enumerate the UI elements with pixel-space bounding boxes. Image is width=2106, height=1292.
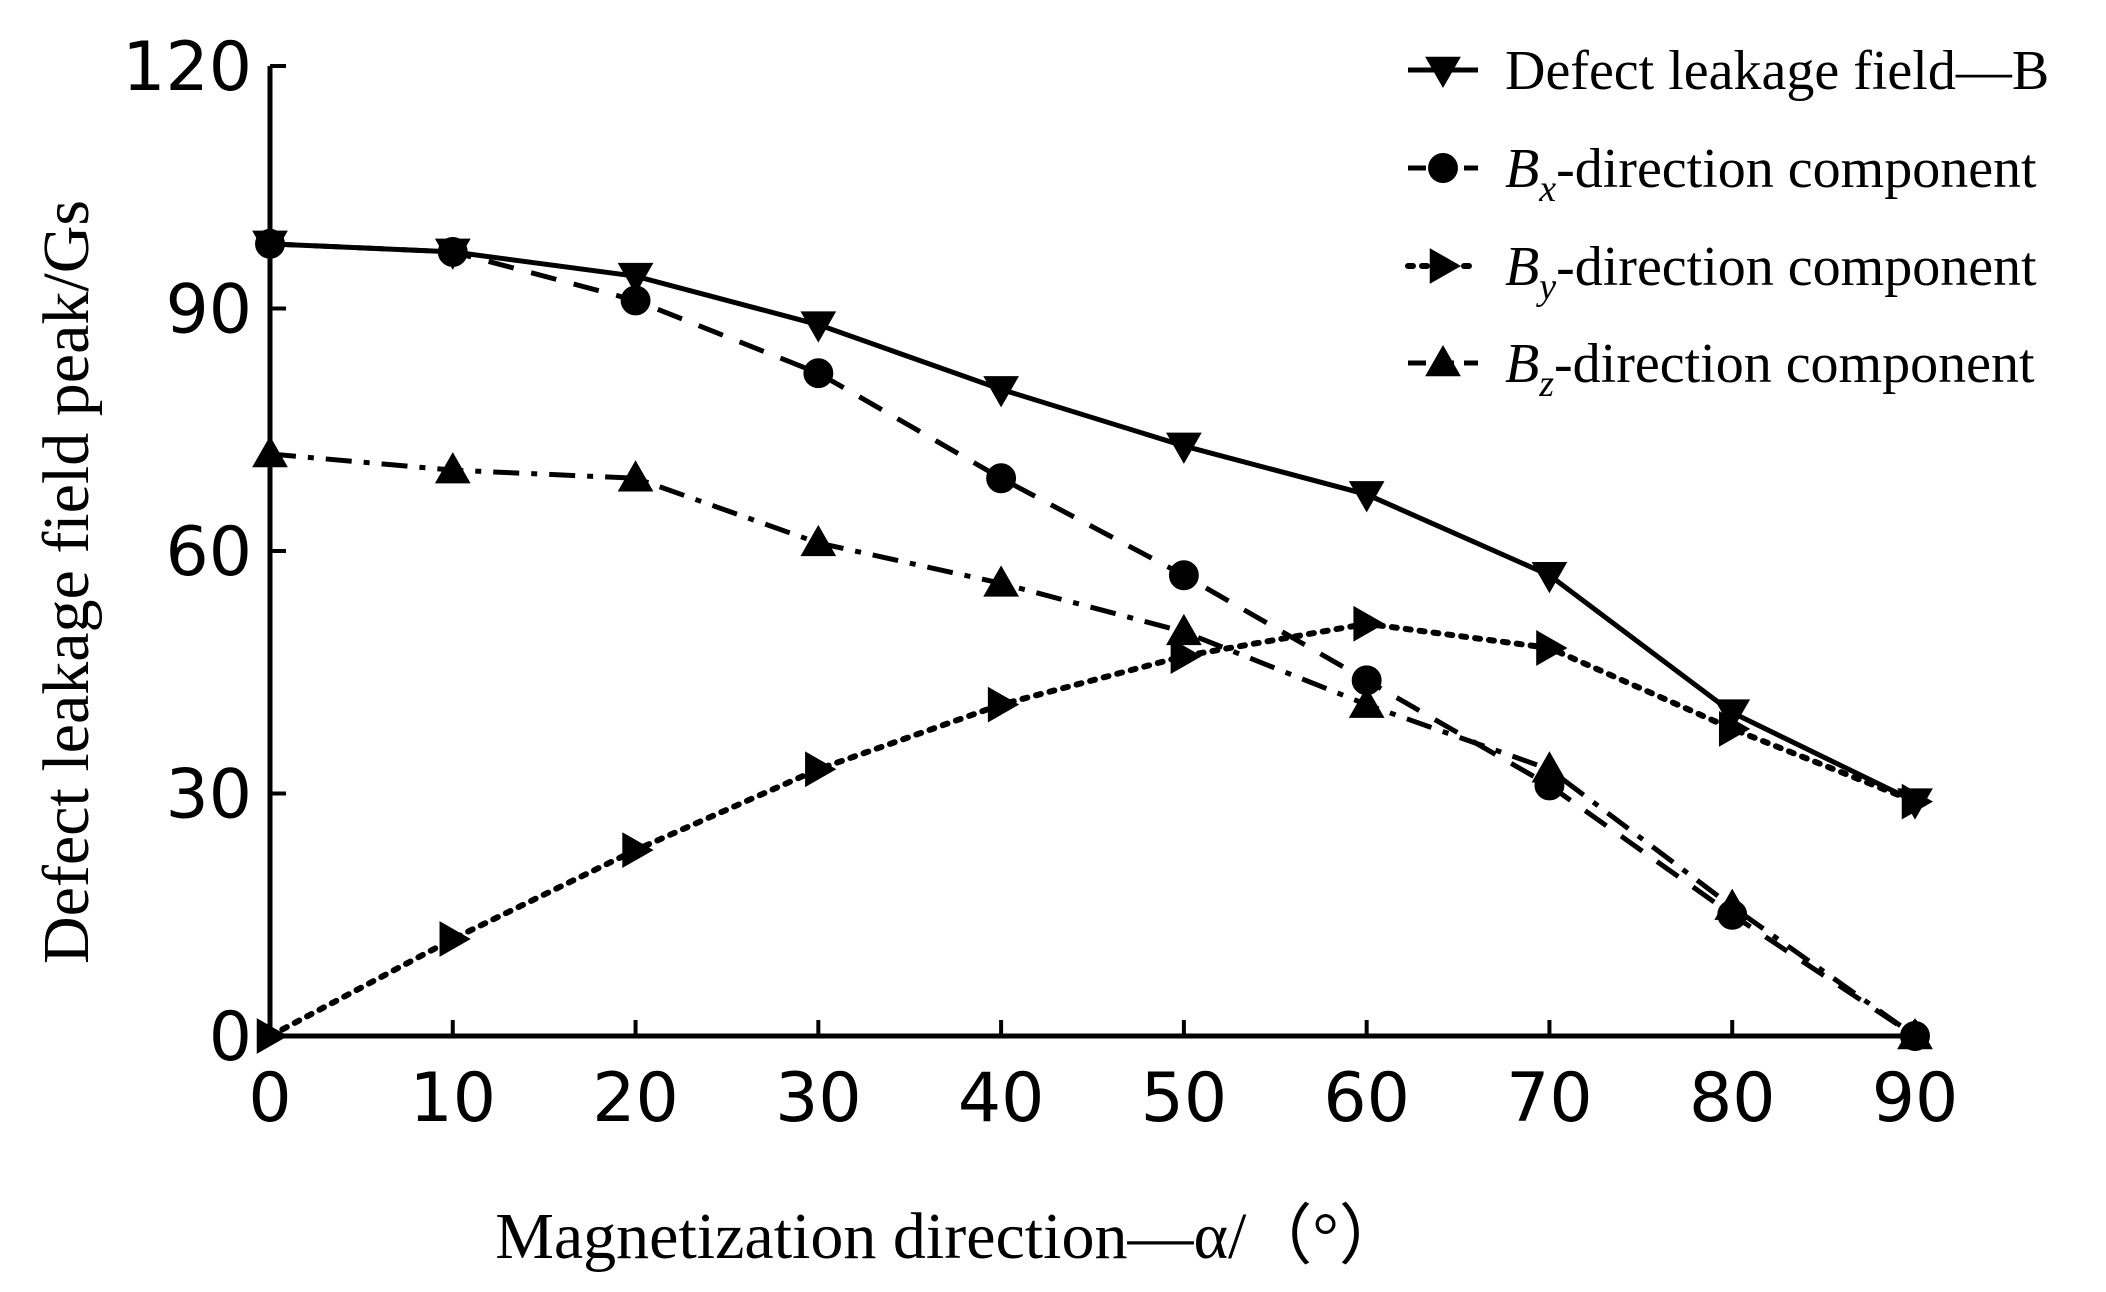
- data-point: [803, 358, 834, 389]
- series-2: [256, 605, 1934, 1054]
- legend: Defect leakage field—BBx-direction compo…: [1405, 40, 2049, 405]
- legend-label-rest: -direction component: [1556, 236, 2037, 298]
- legend-label: By-direction component: [1505, 236, 2037, 308]
- series-line: [269, 451, 1917, 1039]
- legend-item: Defect leakage field—B: [1408, 40, 2049, 102]
- data-point: [1168, 560, 1199, 591]
- legend-label-main: B: [1505, 236, 1539, 298]
- data-point: [983, 565, 1019, 597]
- series-layer: [252, 228, 1934, 1054]
- y-tick-label: 0: [209, 998, 252, 1077]
- y-axis-title: Defect leakage field peak/Gs: [30, 200, 103, 964]
- y-tick-label: 120: [122, 28, 252, 107]
- data-point: [617, 262, 654, 295]
- data-point: [1166, 613, 1202, 646]
- legend-marker: [1429, 248, 1462, 284]
- legend-label-rest: -direction component: [1556, 138, 2037, 200]
- series-line: [269, 241, 1917, 804]
- x-tick-label: 70: [1506, 1059, 1593, 1138]
- legend-label-main: B: [1505, 333, 1539, 395]
- y-tick-label: 60: [165, 513, 252, 592]
- y-tick-label: 30: [165, 756, 252, 835]
- data-point: [986, 463, 1017, 494]
- data-point: [1531, 751, 1568, 783]
- data-point: [622, 832, 654, 868]
- data-point: [1353, 605, 1385, 642]
- x-axis-title: Magnetization direction—α/（°）: [495, 1200, 1405, 1273]
- data-point: [434, 452, 471, 484]
- axes: [267, 66, 1915, 1039]
- x-tick-label: 90: [1872, 1059, 1959, 1138]
- data-point: [437, 236, 468, 267]
- data-point: [805, 751, 837, 788]
- data-point: [620, 285, 651, 316]
- x-tick-label: 50: [1141, 1059, 1228, 1138]
- y-tick-label: 90: [165, 271, 252, 350]
- data-point: [252, 435, 288, 468]
- legend-marker: [1425, 344, 1461, 377]
- legend-label-subscript: y: [1535, 266, 1556, 308]
- x-ticks: 0 10 20 30 40 50 60 70 80 90: [248, 1020, 1958, 1138]
- data-point: [617, 460, 654, 492]
- x-tick-label: 20: [592, 1059, 679, 1138]
- data-point: [800, 524, 837, 557]
- data-point: [1897, 1017, 1933, 1050]
- data-point: [255, 228, 285, 259]
- legend-label-main: Defect leakage field—B: [1505, 40, 2049, 102]
- x-tick-label: 0: [248, 1059, 291, 1138]
- x-tick-label: 60: [1323, 1059, 1410, 1138]
- legend-item: By-direction component: [1405, 236, 2037, 308]
- data-point: [1531, 562, 1568, 594]
- legend-item: Bz-direction component: [1408, 333, 2035, 405]
- legend-label: Bz-direction component: [1505, 333, 2035, 405]
- data-point: [987, 686, 1020, 723]
- y-ticks: 0 30 60 90 120: [122, 28, 286, 1077]
- legend-label: Bx-direction component: [1505, 138, 2037, 210]
- x-tick-label: 80: [1689, 1059, 1776, 1138]
- data-point: [1348, 481, 1385, 513]
- x-tick-label: 40: [958, 1059, 1045, 1138]
- legend-label-rest: -direction component: [1554, 333, 2035, 395]
- data-point: [256, 1018, 289, 1054]
- data-point: [1718, 710, 1751, 747]
- data-point: [800, 311, 837, 343]
- series-3: [252, 435, 1933, 1050]
- data-point: [1170, 638, 1202, 674]
- data-point: [1348, 686, 1385, 718]
- series-line: [269, 241, 1917, 1039]
- legend-label: Defect leakage field—B: [1505, 40, 2049, 102]
- data-point: [1166, 432, 1202, 464]
- legend-label-subscript: z: [1538, 363, 1554, 405]
- legend-marker: [1425, 56, 1461, 89]
- legend-item: Bx-direction component: [1408, 138, 2037, 210]
- series-line: [267, 620, 1918, 1039]
- data-point: [1901, 783, 1934, 820]
- data-point: [1536, 630, 1568, 666]
- x-tick-label: 30: [775, 1059, 862, 1138]
- legend-marker: [1428, 153, 1458, 183]
- legend-label-main: B: [1505, 138, 1539, 200]
- data-point: [983, 376, 1019, 408]
- legend-label-subscript: x: [1538, 168, 1556, 210]
- data-point: [1714, 888, 1751, 920]
- x-tick-label: 10: [410, 1059, 497, 1138]
- data-point: [439, 921, 471, 957]
